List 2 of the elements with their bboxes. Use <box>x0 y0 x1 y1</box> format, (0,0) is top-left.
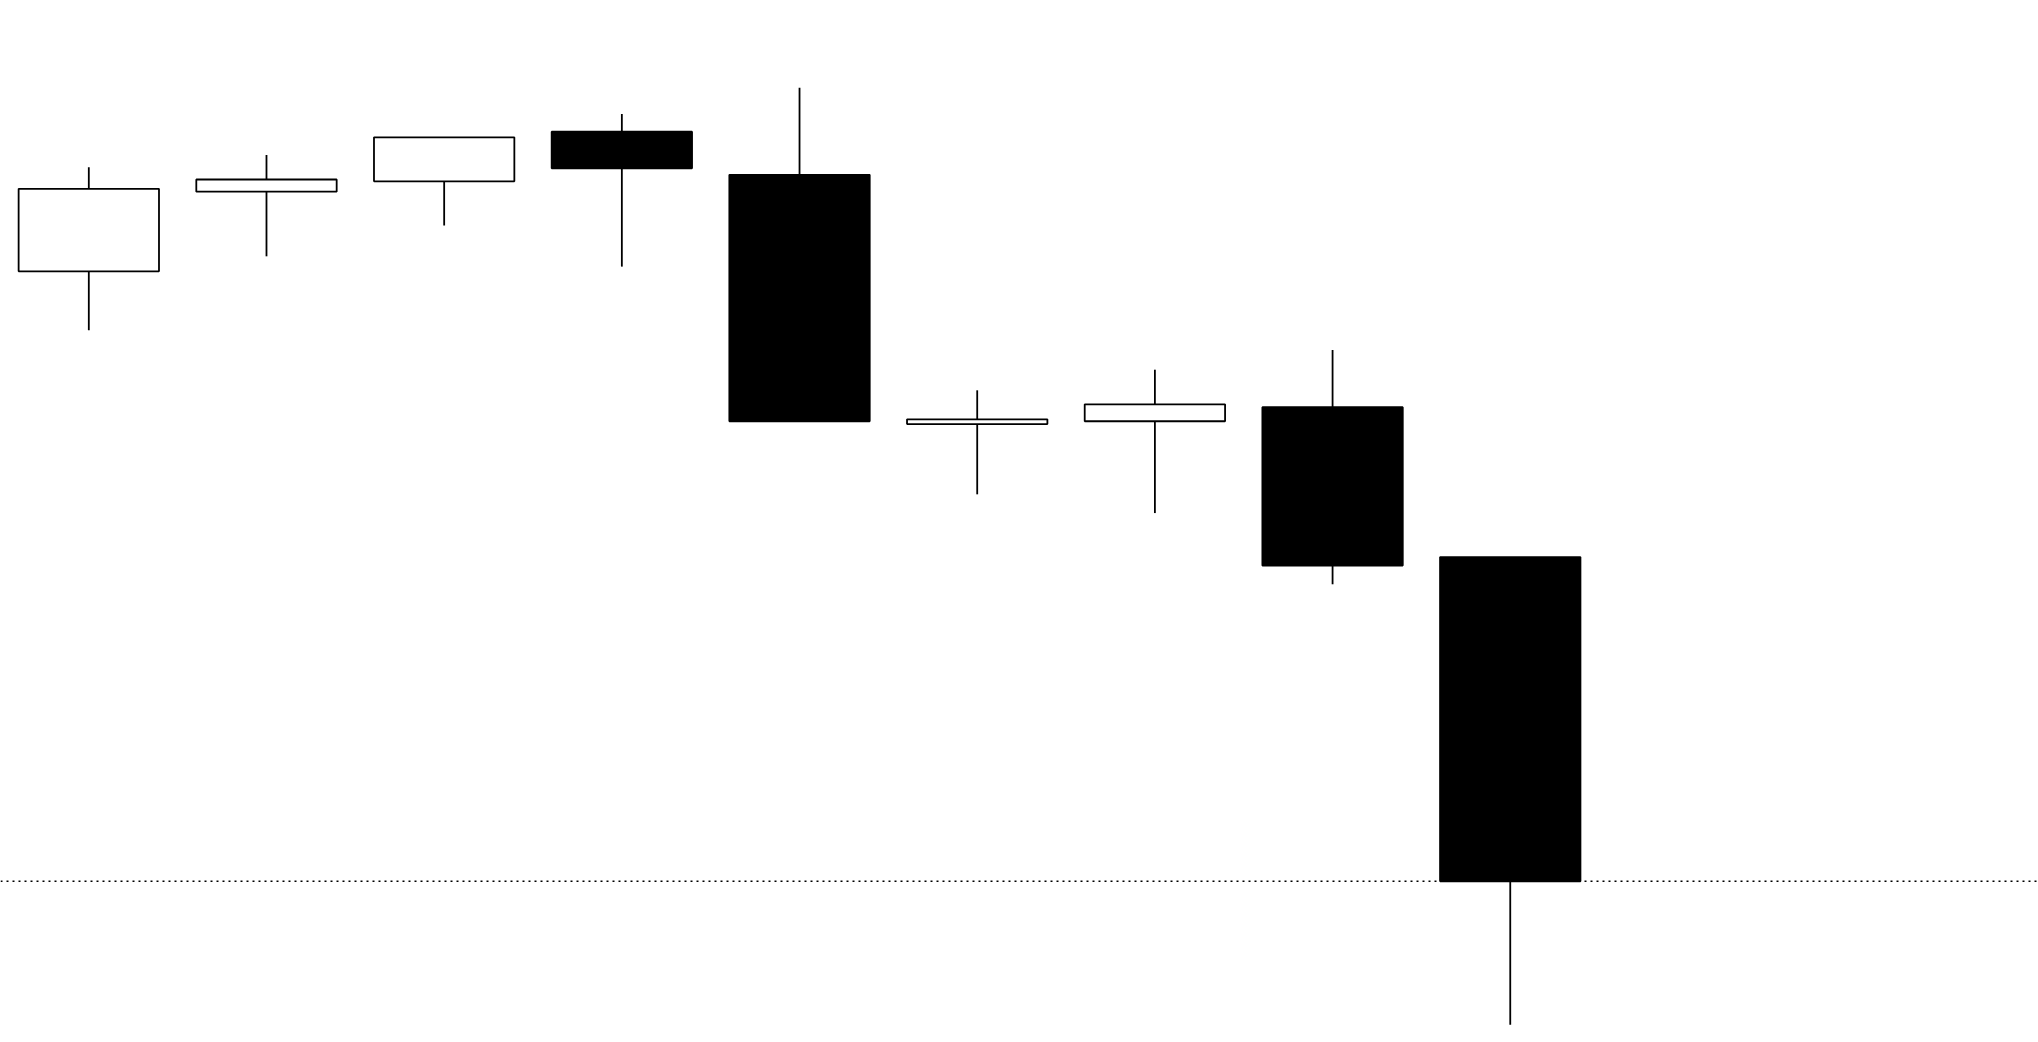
candlestick <box>906 389 1049 496</box>
candlestick <box>1083 368 1226 514</box>
